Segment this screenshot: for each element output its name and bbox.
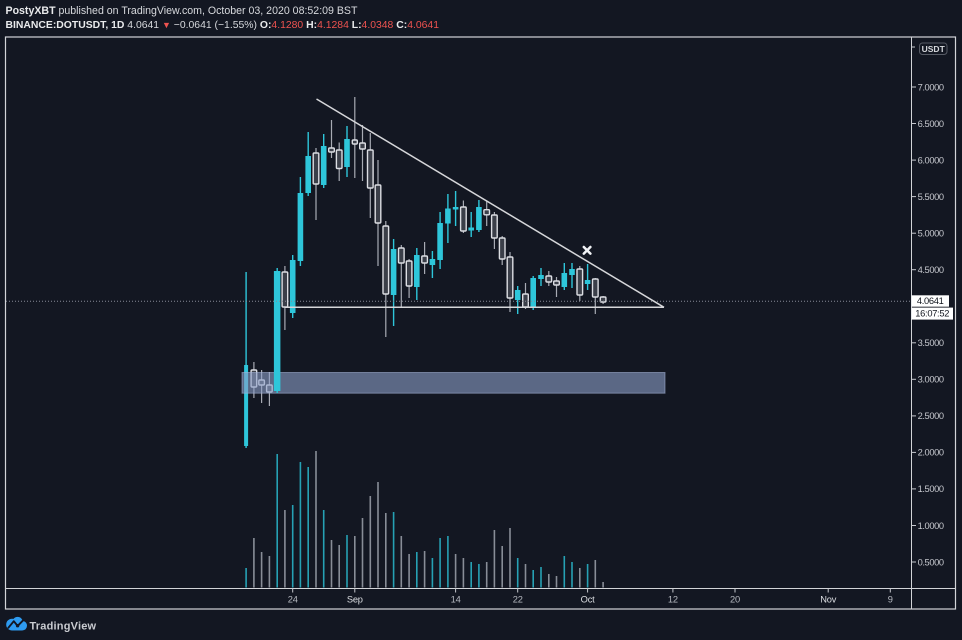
svg-text:1.5000: 1.5000: [918, 484, 944, 494]
svg-text:5.0000: 5.0000: [918, 229, 944, 239]
svg-text:Nov: Nov: [820, 595, 836, 605]
svg-text:3.0000: 3.0000: [918, 375, 944, 385]
svg-text:Oct: Oct: [581, 595, 595, 605]
svg-text:14: 14: [451, 595, 461, 605]
svg-text:USDT: USDT: [922, 44, 946, 54]
svg-text:1.0000: 1.0000: [918, 521, 944, 531]
svg-text:0.5000: 0.5000: [918, 557, 944, 567]
svg-text:12: 12: [668, 595, 678, 605]
svg-text:2.5000: 2.5000: [918, 411, 944, 421]
svg-text:7.0000: 7.0000: [918, 82, 944, 92]
svg-text:5.5000: 5.5000: [918, 192, 944, 202]
svg-text:4.5000: 4.5000: [918, 265, 944, 275]
svg-text:16:07:52: 16:07:52: [915, 309, 949, 319]
svg-text:4.0641: 4.0641: [917, 296, 944, 306]
svg-text:PostyXBT published on TradingV: PostyXBT published on TradingView.com, O…: [6, 5, 358, 17]
svg-text:Sep: Sep: [347, 595, 363, 605]
svg-text:6.0000: 6.0000: [918, 155, 944, 165]
svg-text:22: 22: [513, 595, 523, 605]
svg-text:9: 9: [888, 595, 893, 605]
svg-text:6.5000: 6.5000: [918, 119, 944, 129]
svg-text:2.0000: 2.0000: [918, 448, 944, 458]
svg-text:24: 24: [288, 595, 298, 605]
svg-text:20: 20: [730, 595, 740, 605]
svg-text:3.5000: 3.5000: [918, 338, 944, 348]
svg-text:BINANCE:DOTUSDT, 1D 4.0641 ▼ −: BINANCE:DOTUSDT, 1D 4.0641 ▼ −0.0641 (−1…: [6, 20, 440, 31]
svg-text:TradingView: TradingView: [30, 620, 97, 632]
